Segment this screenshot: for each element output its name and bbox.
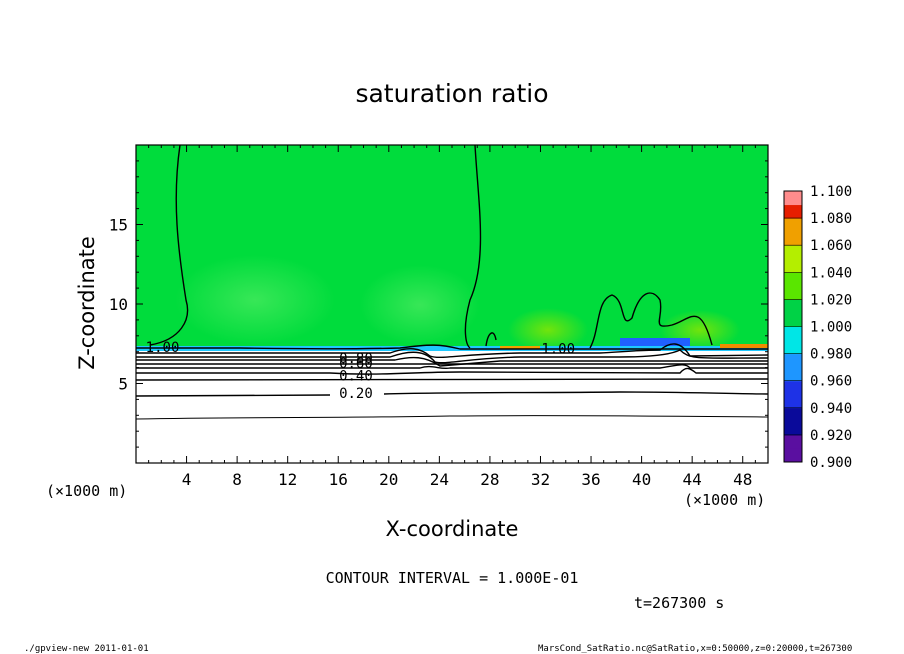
colorbar-swatch	[784, 272, 802, 287]
contour-lines	[136, 145, 768, 420]
x-tick-label: 20	[379, 470, 398, 489]
colorbar-swatch	[784, 299, 802, 314]
contour-1.00	[149, 145, 189, 346]
colorbar-swatch	[784, 340, 802, 355]
y-axis-label: Z-coordinate	[75, 236, 99, 370]
cloud-edge-band	[620, 338, 690, 346]
y-axis: 5 10 15	[109, 160, 768, 448]
y-tick-label: 15	[109, 216, 128, 235]
subsaturated-patch	[360, 265, 480, 345]
footer-right: MarsCond_SatRatio.nc@SatRatio,x=0:50000,…	[538, 644, 852, 654]
time-label: t=267300 s	[634, 594, 724, 612]
colorbar-swatch	[784, 285, 802, 300]
contour-label: 0.60	[339, 356, 373, 372]
colorbar-label: 0.920	[810, 428, 852, 444]
colorbar-swatch	[784, 204, 802, 219]
plot-area	[136, 145, 768, 463]
contour-0.10	[136, 415, 768, 420]
colorbar-swatch	[784, 312, 802, 327]
x-axis: 4 8 12 16 20 24 28 32 36 40 44 48	[148, 145, 756, 489]
contour-1.00	[485, 332, 497, 347]
x-tick-label: 8	[232, 470, 242, 489]
colorbar-label: 0.980	[810, 347, 852, 363]
x-tick-label: 28	[480, 470, 499, 489]
contour-0.40	[136, 367, 768, 375]
contour-label: 0.80	[339, 351, 373, 367]
x-axis-label: X-coordinate	[386, 517, 519, 541]
x-tick-label: 44	[683, 470, 702, 489]
colorbar-label: 1.100	[810, 184, 852, 200]
x-tick-label: 4	[182, 470, 192, 489]
x-tick-label: 40	[632, 470, 651, 489]
colorbar-label: 1.000	[810, 320, 852, 336]
x-tick-label: 36	[581, 470, 600, 489]
colorbar-label: 1.060	[810, 238, 852, 254]
contour-labels: 1.00 1.00 0.800.600.400.20	[146, 340, 575, 402]
y-tick-label: 5	[118, 375, 128, 394]
contour-1.00	[589, 292, 713, 349]
colorbar-swatch	[784, 434, 802, 449]
colorbar-swatch	[784, 231, 802, 246]
contour-label: 1.00	[541, 342, 575, 358]
colorbar-swatch	[784, 380, 802, 395]
colorbar-swatch	[784, 191, 802, 206]
supersaturated-patch	[508, 308, 588, 352]
x-tick-label: 48	[733, 470, 752, 489]
colorbar-swatch	[784, 448, 802, 463]
contour-0.80	[136, 349, 768, 364]
colorbar: 0.900 0.920 0.940 0.960 0.980 1.000 1.020 1.040…	[783, 184, 852, 471]
colorbar-swatch	[784, 245, 802, 260]
colorbar-label: 0.960	[810, 374, 852, 390]
colorbar-label: 1.040	[810, 265, 852, 281]
colorbar-swatch	[784, 394, 802, 409]
supersat-band	[500, 346, 540, 349]
contour-0.50	[136, 364, 768, 370]
contour-0.70	[136, 356, 768, 367]
chart-title: saturation ratio	[355, 79, 548, 108]
supersat-band	[720, 344, 768, 348]
colorbar-label: 0.940	[810, 401, 852, 417]
colorbar-label: 1.080	[810, 211, 852, 227]
contour-interval-note: CONTOUR INTERVAL = 1.000E-01	[326, 569, 579, 587]
footer-left: ./gpview-new 2011-01-01	[24, 644, 149, 654]
colorbar-swatch	[784, 326, 802, 341]
contour-0.20	[136, 391, 768, 397]
colorbar-swatch	[784, 367, 802, 382]
contour-label: 1.00	[146, 340, 180, 356]
colorbar-swatch	[784, 258, 802, 273]
x-tick-label: 16	[329, 470, 348, 489]
contour-1.00	[136, 344, 768, 350]
contour-0.90	[136, 343, 768, 359]
cloud-edge-band	[136, 346, 768, 351]
colorbar-swatch	[784, 353, 802, 368]
colorbar-swatch	[784, 421, 802, 436]
contour-label: 0.40	[339, 369, 373, 385]
contour-label: 0.20	[339, 386, 373, 402]
colorbar-label: 1.020	[810, 292, 852, 308]
contour-0.30	[136, 378, 768, 381]
contour-1.00	[464, 145, 482, 349]
x-tick-label: 24	[430, 470, 449, 489]
x-unit-label-bottom: (×1000 m)	[684, 491, 765, 509]
colorbar-label: 0.900	[810, 455, 852, 471]
subsaturated-patch	[175, 255, 335, 345]
y-tick-label: 10	[109, 295, 128, 314]
colorbar-swatch	[784, 407, 802, 422]
colorbar-swatch	[784, 218, 802, 233]
x-unit-label: (×1000 m)	[46, 482, 127, 500]
dry-region	[136, 351, 768, 463]
x-tick-label: 12	[278, 470, 297, 489]
x-tick-label: 32	[531, 470, 550, 489]
